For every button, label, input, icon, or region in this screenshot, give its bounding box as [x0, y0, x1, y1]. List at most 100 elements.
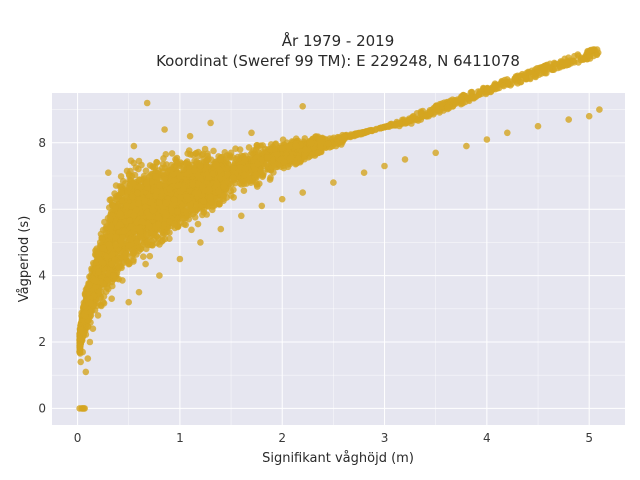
scatter-point — [197, 162, 204, 170]
scatter-point — [177, 194, 184, 201]
scatter-point — [193, 158, 200, 165]
scatter-point — [161, 126, 168, 133]
scatter-point — [210, 147, 217, 155]
tick-layer: 0 1 2 3 4 5 0 2 4 6 8 — [38, 136, 593, 445]
scatter-point — [315, 149, 322, 157]
scatter-point — [115, 259, 122, 266]
x-axis-title: Signifikant våghöjd (m) — [262, 451, 414, 466]
scatter-point — [106, 215, 114, 223]
scatter-point — [140, 253, 147, 260]
scatter-point — [585, 112, 593, 120]
scatter-point — [472, 93, 480, 100]
scatter-point — [414, 117, 422, 124]
scatter-point — [135, 200, 142, 207]
scatter-point — [504, 129, 511, 137]
scatter-point — [86, 338, 94, 346]
scatter-point — [156, 199, 163, 206]
scatter-point — [141, 197, 148, 204]
scatter-point — [236, 180, 244, 187]
x-tick-label: 1 — [176, 431, 184, 445]
scatter-point — [142, 260, 149, 268]
scatter-point — [476, 88, 484, 95]
scatter-point — [195, 189, 202, 197]
scatter-point — [286, 155, 294, 163]
scatter-point — [181, 161, 188, 168]
scatter-point — [524, 68, 532, 76]
scatter-point — [125, 184, 133, 191]
scatter-point — [438, 100, 446, 107]
scatter-point — [160, 176, 168, 184]
scatter-point — [92, 277, 100, 285]
scatter-point — [401, 156, 409, 163]
scatter-point — [168, 207, 175, 214]
x-tick-label: 2 — [278, 431, 286, 445]
scatter-point — [125, 171, 133, 178]
scatter-point — [145, 212, 153, 220]
y-axis-title: Vågperiod (s) — [17, 216, 32, 303]
scatter-point — [216, 166, 223, 174]
scatter-point — [134, 189, 142, 197]
scatter-point — [127, 157, 135, 164]
scatter-point — [86, 281, 93, 289]
scatter-point — [302, 146, 310, 154]
scatter-point — [163, 228, 171, 236]
scatter-point — [76, 335, 84, 343]
scatter-point — [87, 299, 94, 307]
scatter-point — [152, 173, 159, 180]
scatter-point — [160, 155, 167, 162]
scatter-point — [376, 125, 383, 132]
scatter-point — [194, 220, 202, 228]
scatter-point — [253, 180, 260, 187]
scatter-point — [176, 172, 184, 180]
scatter-point — [195, 148, 202, 156]
scatter-point — [356, 130, 363, 137]
scatter-point — [381, 162, 388, 170]
scatter-point — [145, 222, 153, 230]
scatter-point — [253, 142, 260, 149]
scatter-point — [263, 160, 271, 168]
scatter-point — [123, 202, 130, 210]
scatter-point — [95, 268, 102, 276]
scatter-point — [191, 167, 198, 174]
scatter-point — [347, 131, 355, 138]
scatter-point — [238, 212, 245, 220]
scatter-point — [317, 143, 324, 151]
scatter-point — [100, 293, 108, 300]
scatter-point — [105, 285, 112, 293]
scatter-point — [217, 225, 225, 233]
scatter-point — [176, 255, 184, 263]
scatter-point — [385, 123, 393, 130]
scatter-point — [444, 103, 451, 111]
scatter-point — [200, 197, 207, 205]
scatter-point — [180, 166, 187, 173]
scatter-point — [87, 308, 95, 316]
scatter-point — [463, 142, 470, 150]
scatter-point — [153, 158, 160, 166]
scatter-point — [301, 135, 309, 142]
scatter-point — [105, 169, 112, 176]
y-tick-label: 0 — [38, 401, 46, 415]
scatter-point — [203, 156, 211, 164]
scatter-point — [292, 142, 300, 150]
scatter-point — [121, 227, 128, 235]
scatter-point — [545, 65, 553, 73]
scatter-point — [264, 154, 271, 161]
scatter-point — [140, 172, 148, 180]
scatter-point — [506, 78, 514, 85]
scatter-point — [267, 174, 274, 181]
x-tick-label: 3 — [381, 431, 389, 445]
scatter-point — [154, 214, 162, 221]
scatter-point — [135, 247, 142, 255]
scatter-point — [96, 288, 103, 295]
scatter-point — [189, 181, 196, 188]
scatter-point — [146, 252, 154, 260]
scatter-point — [517, 78, 525, 86]
scatter-point — [167, 166, 175, 173]
scatter-point — [563, 59, 571, 66]
scatter-point — [522, 75, 529, 82]
scatter-point — [330, 179, 337, 186]
scatter-point — [292, 160, 300, 167]
scatter-point — [180, 185, 187, 193]
scatter-point — [99, 298, 107, 306]
scatter-point — [417, 108, 425, 115]
